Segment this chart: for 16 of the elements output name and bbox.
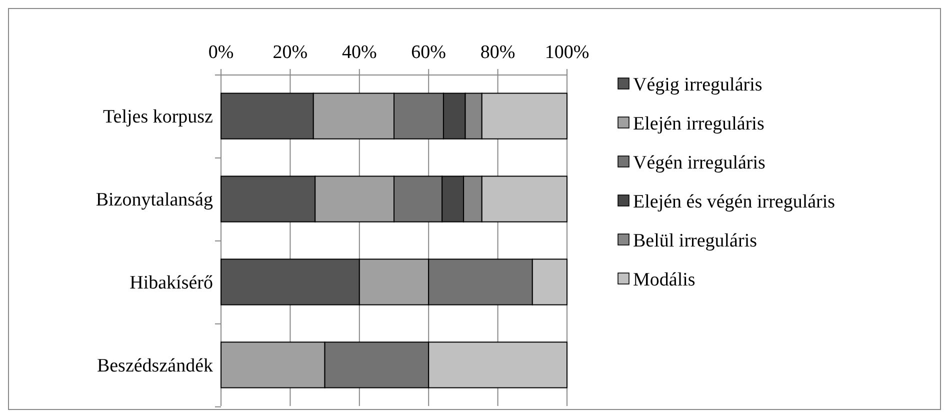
y-tick-label: Hibakísérő bbox=[130, 272, 213, 294]
x-tick-label: 100% bbox=[544, 42, 590, 63]
legend-label: Végig irreguláris bbox=[633, 74, 762, 96]
legend-label: Végén irreguláris bbox=[633, 152, 766, 174]
x-tick-label: 0% bbox=[208, 42, 234, 63]
y-tick-label: Beszédszándék bbox=[96, 356, 214, 377]
legend-label: Belül irreguláris bbox=[633, 230, 757, 252]
legend-label: Elején irreguláris bbox=[633, 114, 764, 135]
legend-label: Modális bbox=[633, 270, 696, 291]
x-tick-label: 40% bbox=[342, 42, 377, 63]
x-tick-label: 80% bbox=[480, 42, 516, 63]
y-tick-label: Teljes korpusz bbox=[102, 106, 213, 128]
legend-label: Elején és végén irreguláris bbox=[633, 192, 836, 213]
x-tick-label: 20% bbox=[272, 42, 308, 63]
y-tick-label: Bizonytalanság bbox=[96, 190, 214, 211]
x-tick-label: 60% bbox=[411, 42, 446, 63]
